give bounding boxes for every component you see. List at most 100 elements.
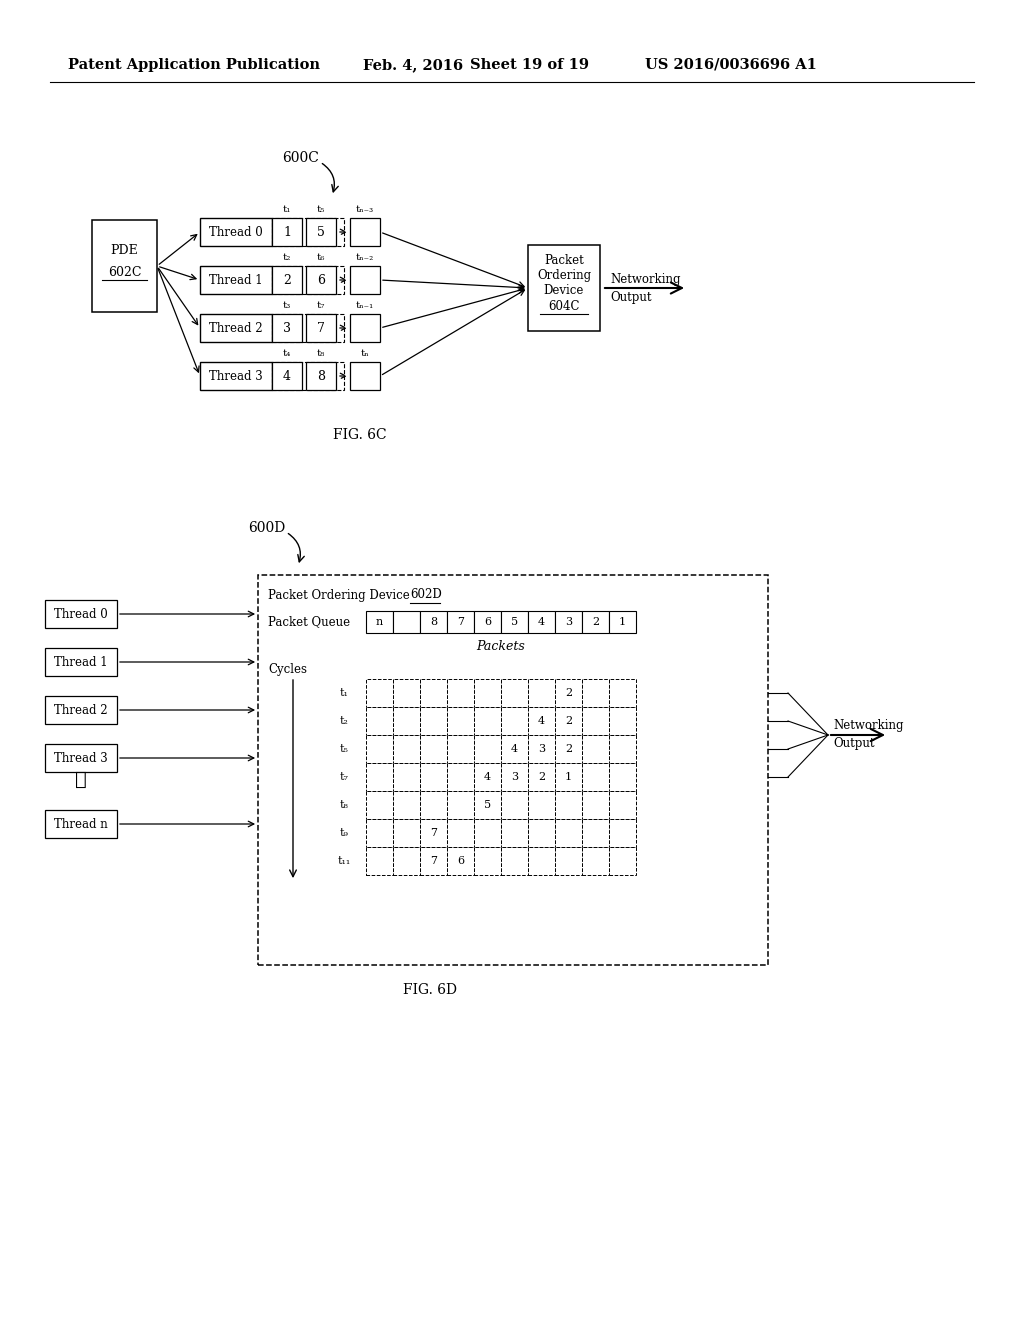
Text: 1: 1: [565, 772, 572, 781]
Bar: [501, 678, 528, 708]
Text: FIG. 6C: FIG. 6C: [333, 428, 387, 442]
Bar: [350, 267, 380, 294]
Bar: [582, 678, 609, 708]
Text: t₈: t₈: [340, 800, 348, 810]
Bar: [420, 763, 447, 791]
Bar: [272, 218, 344, 246]
Bar: [501, 708, 528, 735]
Text: 2: 2: [565, 688, 572, 698]
Text: 602C: 602C: [108, 265, 141, 279]
Bar: [474, 847, 501, 875]
Text: Cycles: Cycles: [268, 663, 307, 676]
Bar: [501, 763, 528, 791]
Bar: [528, 708, 555, 735]
Text: 2: 2: [538, 772, 545, 781]
Bar: [582, 611, 609, 634]
Text: US 2016/0036696 A1: US 2016/0036696 A1: [645, 58, 817, 73]
Text: tₙ₋₁: tₙ₋₁: [356, 301, 374, 309]
Bar: [272, 362, 302, 389]
Bar: [555, 763, 582, 791]
Bar: [474, 818, 501, 847]
Text: 600C: 600C: [282, 150, 318, 165]
Bar: [528, 246, 600, 331]
Text: Thread 1: Thread 1: [54, 656, 108, 668]
Text: t₄: t₄: [283, 348, 291, 358]
Bar: [555, 818, 582, 847]
Text: 7: 7: [430, 855, 437, 866]
Bar: [45, 601, 117, 628]
Text: 4: 4: [538, 616, 545, 627]
Bar: [474, 611, 501, 634]
Bar: [45, 744, 117, 772]
Text: Device: Device: [544, 285, 584, 297]
Bar: [447, 818, 474, 847]
Bar: [420, 818, 447, 847]
Bar: [420, 708, 447, 735]
Bar: [272, 267, 344, 294]
Bar: [45, 696, 117, 723]
Text: 4: 4: [484, 772, 492, 781]
Bar: [447, 847, 474, 875]
Bar: [609, 678, 636, 708]
Text: t₅: t₅: [340, 744, 348, 754]
Text: 4: 4: [283, 370, 291, 383]
Bar: [609, 611, 636, 634]
Bar: [200, 218, 272, 246]
Bar: [582, 847, 609, 875]
Text: t₇: t₇: [316, 301, 326, 309]
Text: 2: 2: [565, 744, 572, 754]
Text: FIG. 6D: FIG. 6D: [403, 983, 457, 997]
Bar: [366, 611, 393, 634]
Text: tₙ: tₙ: [360, 348, 370, 358]
Bar: [582, 791, 609, 818]
Bar: [528, 847, 555, 875]
Text: 8: 8: [430, 616, 437, 627]
Bar: [528, 763, 555, 791]
Bar: [366, 818, 393, 847]
Bar: [447, 708, 474, 735]
Text: 600D: 600D: [248, 521, 286, 535]
Text: n: n: [376, 616, 383, 627]
Bar: [447, 763, 474, 791]
Bar: [555, 735, 582, 763]
Bar: [420, 611, 447, 634]
Text: Networking: Networking: [610, 273, 681, 286]
Bar: [501, 818, 528, 847]
Bar: [609, 763, 636, 791]
Bar: [501, 611, 528, 634]
Text: Ordering: Ordering: [537, 268, 591, 281]
Text: 8: 8: [317, 370, 325, 383]
Bar: [609, 847, 636, 875]
Text: 6: 6: [484, 616, 492, 627]
Text: 3: 3: [283, 322, 291, 334]
Text: t₁₁: t₁₁: [337, 855, 350, 866]
Text: 4: 4: [511, 744, 518, 754]
Text: Output: Output: [610, 292, 651, 305]
Bar: [393, 847, 420, 875]
Bar: [420, 678, 447, 708]
Bar: [200, 267, 272, 294]
Bar: [306, 314, 336, 342]
Text: ⋮: ⋮: [75, 771, 87, 789]
Bar: [306, 267, 336, 294]
Bar: [528, 611, 555, 634]
Text: 3: 3: [538, 744, 545, 754]
Bar: [45, 648, 117, 676]
Bar: [447, 735, 474, 763]
Bar: [474, 678, 501, 708]
Bar: [582, 708, 609, 735]
FancyArrowPatch shape: [323, 164, 338, 191]
Text: Packets: Packets: [476, 640, 525, 653]
Text: 3: 3: [565, 616, 572, 627]
Bar: [306, 362, 336, 389]
Bar: [447, 791, 474, 818]
Text: Thread n: Thread n: [54, 817, 108, 830]
Text: 6: 6: [317, 273, 325, 286]
Bar: [272, 362, 344, 389]
Bar: [555, 611, 582, 634]
Text: 2: 2: [283, 273, 291, 286]
Bar: [200, 314, 272, 342]
Text: 3: 3: [511, 772, 518, 781]
Text: t₂: t₂: [283, 252, 291, 261]
Bar: [350, 218, 380, 246]
